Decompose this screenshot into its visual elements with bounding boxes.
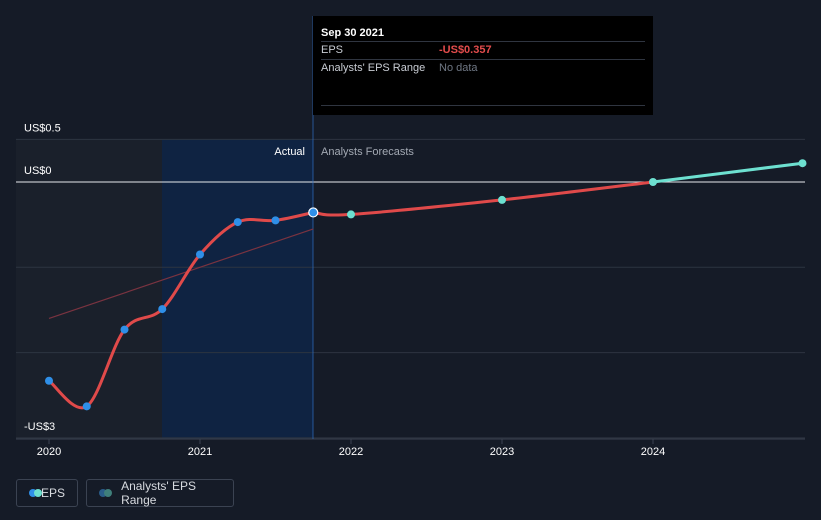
x-tick-label: 2023	[490, 446, 514, 458]
x-tick-label: 2021	[188, 446, 212, 458]
data-point-forecast	[649, 178, 657, 186]
data-point-actual	[45, 376, 53, 385]
eps-legend-icon	[29, 489, 42, 497]
tooltip-range-value: No data	[439, 62, 478, 74]
data-point-actual	[271, 216, 280, 225]
forecast-label: Analysts Forecasts	[321, 146, 414, 158]
data-point-forecast	[498, 195, 506, 204]
x-axis-ticks: 2020 2021 2022 2023 2024	[37, 439, 665, 458]
trend-segment	[48, 228, 314, 320]
x-tick-label: 2020	[37, 446, 61, 458]
legend-range-button[interactable]: Analysts' EPS Range	[86, 479, 234, 507]
data-point-actual	[120, 325, 129, 334]
x-tick-label: 2022	[339, 446, 363, 458]
tooltip-row-eps: EPS -US$0.357	[321, 41, 645, 59]
y-tick-label: US$0.5	[24, 122, 61, 134]
tooltip-row-range: Analysts' EPS Range No data	[321, 59, 645, 77]
data-point-actual	[82, 402, 91, 411]
tooltip-eps-label: EPS	[321, 44, 344, 56]
y-axis-ticks: US$0.5 US$0 -US$3	[24, 122, 61, 433]
series-points	[45, 159, 807, 411]
range-legend-icon	[99, 489, 113, 497]
series-line-forecast-up	[651, 161, 804, 184]
actual-label: Actual	[274, 146, 305, 158]
tooltip-eps-value: -US$0.357	[439, 44, 492, 56]
tooltip: Sep 30 2021 EPS -US$0.357 Analysts' EPS …	[313, 16, 653, 115]
tooltip-range-label: Analysts' EPS Range	[321, 62, 426, 74]
gridlines	[16, 138, 805, 440]
data-point-actual	[158, 305, 167, 314]
series-lines	[47, 161, 804, 410]
past-band	[16, 139, 162, 439]
data-point-forecast	[347, 210, 355, 219]
data-point-actual	[196, 250, 204, 259]
legend-eps-label: EPS	[40, 486, 65, 500]
y-tick-label: US$0	[24, 165, 52, 177]
x-tick-label: 2024	[641, 446, 665, 458]
y-tick-label: -US$3	[24, 421, 55, 433]
tooltip-date: Sep 30 2021	[321, 27, 384, 39]
legend-eps-button[interactable]: EPS	[16, 479, 78, 507]
data-point-actual	[308, 207, 319, 218]
data-point-forecast-up	[798, 159, 807, 168]
series-line-forecast	[311, 180, 655, 217]
actual-band	[162, 139, 313, 439]
data-point-actual	[233, 218, 242, 227]
legend-range-label: Analysts' EPS Range	[121, 479, 197, 507]
series-line-actual	[47, 210, 315, 410]
tooltip-divider	[321, 105, 645, 106]
trend-line	[48, 228, 314, 320]
